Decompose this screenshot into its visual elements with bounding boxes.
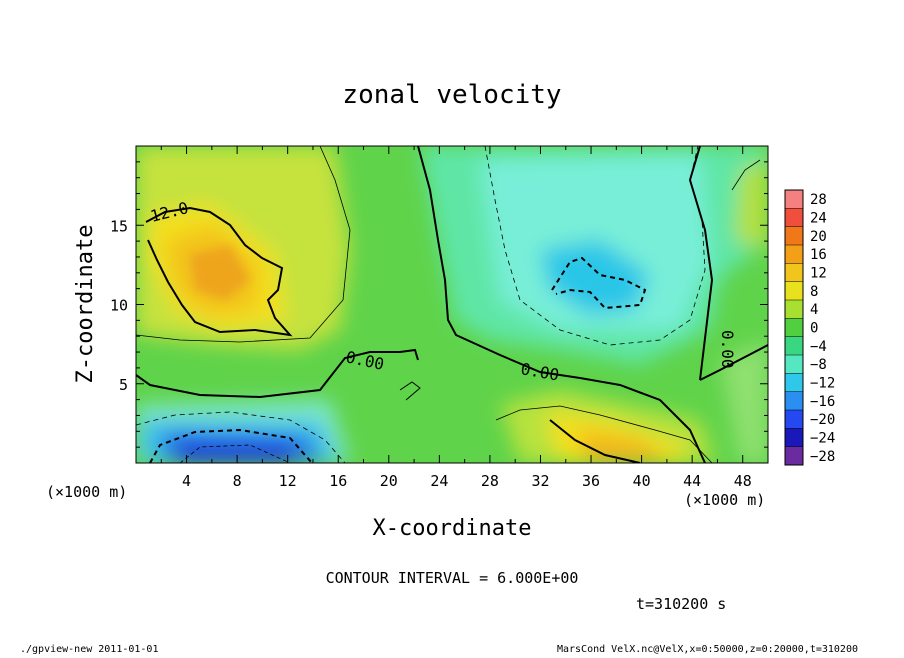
colorbar-swatch: [785, 245, 803, 264]
contour-interval: CONTOUR INTERVAL = 6.000E+00: [326, 569, 579, 587]
colorbar-label: 0: [810, 321, 818, 337]
colorbar-label: 20: [810, 229, 827, 245]
colorbar-swatch: [785, 226, 803, 245]
colorbar-label: −24: [810, 431, 835, 447]
colorbar-swatch: [785, 428, 803, 447]
colorbar-label: −20: [810, 412, 835, 428]
x-tick-label: 44: [683, 472, 701, 490]
colorbar-label: 16: [810, 247, 827, 263]
colorbar-label: 24: [810, 211, 827, 227]
y-unit-note: (×1000 m): [46, 483, 127, 501]
colorbar-swatch: [785, 373, 803, 392]
y-tick-label: 10: [110, 297, 128, 315]
colorbar-swatch: [785, 391, 803, 410]
y-axis-label: Z-coordinate: [73, 225, 98, 384]
heatmap-field: [136, 146, 768, 463]
colorbar-label: −4: [810, 339, 827, 355]
colorbar-label: 12: [810, 266, 827, 282]
colorbar-swatch: [785, 410, 803, 429]
colorbar-label: 8: [810, 284, 818, 300]
chart-title: zonal velocity: [342, 80, 561, 110]
x-tick-label: 8: [233, 472, 242, 490]
colorbar-swatch: [785, 355, 803, 374]
x-tick-label: 4: [182, 472, 191, 490]
x-tick-label: 28: [481, 472, 499, 490]
colorbar-swatch: [785, 300, 803, 319]
footer-left: ./gpview-new 2011-01-01: [20, 644, 158, 654]
colorbar-swatch: [785, 190, 803, 209]
y-axis: 5 10 15: [110, 161, 768, 448]
colorbar-swatch: [785, 318, 803, 337]
colorbar-swatch: [785, 263, 803, 282]
y-tick-label: 5: [119, 376, 128, 394]
y-tick-label: 15: [110, 217, 128, 235]
colorbar-label: −8: [810, 357, 827, 373]
time-label: t=310200 s: [636, 595, 726, 613]
colorbar-swatch: [785, 446, 803, 465]
colorbar: 28 24 20 16 12 8 4 0 −4 −8 −12 −16 −20 −24 −28: [784, 189, 835, 466]
footer-right: MarsCond_VelX.nc@VelX,x=0:50000,z=0:2000…: [557, 644, 858, 654]
colorbar-label: −28: [810, 449, 835, 465]
colorbar-label: −16: [810, 394, 835, 410]
x-tick-label: 16: [329, 472, 347, 490]
x-axis: 4 8 12 16 20 24 28 32 36 40 44 48: [160, 146, 752, 490]
x-tick-label: 36: [582, 472, 600, 490]
colorbar-swatch: [785, 281, 803, 300]
x-tick-label: 24: [430, 472, 448, 490]
x-tick-label: 32: [531, 472, 549, 490]
x-tick-label: 48: [734, 472, 752, 490]
colorbar-swatch: [785, 336, 803, 355]
colorbar-label: 4: [810, 302, 818, 318]
x-tick-label: 40: [633, 472, 651, 490]
x-tick-label: 12: [279, 472, 297, 490]
colorbar-label: −12: [810, 376, 835, 392]
contour-label: 0.00: [718, 330, 737, 369]
colorbar-label: 28: [810, 192, 827, 208]
x-unit-note: (×1000 m): [684, 491, 765, 509]
x-tick-label: 20: [380, 472, 398, 490]
x-axis-label: X-coordinate: [373, 516, 532, 541]
colorbar-swatch: [785, 208, 803, 227]
